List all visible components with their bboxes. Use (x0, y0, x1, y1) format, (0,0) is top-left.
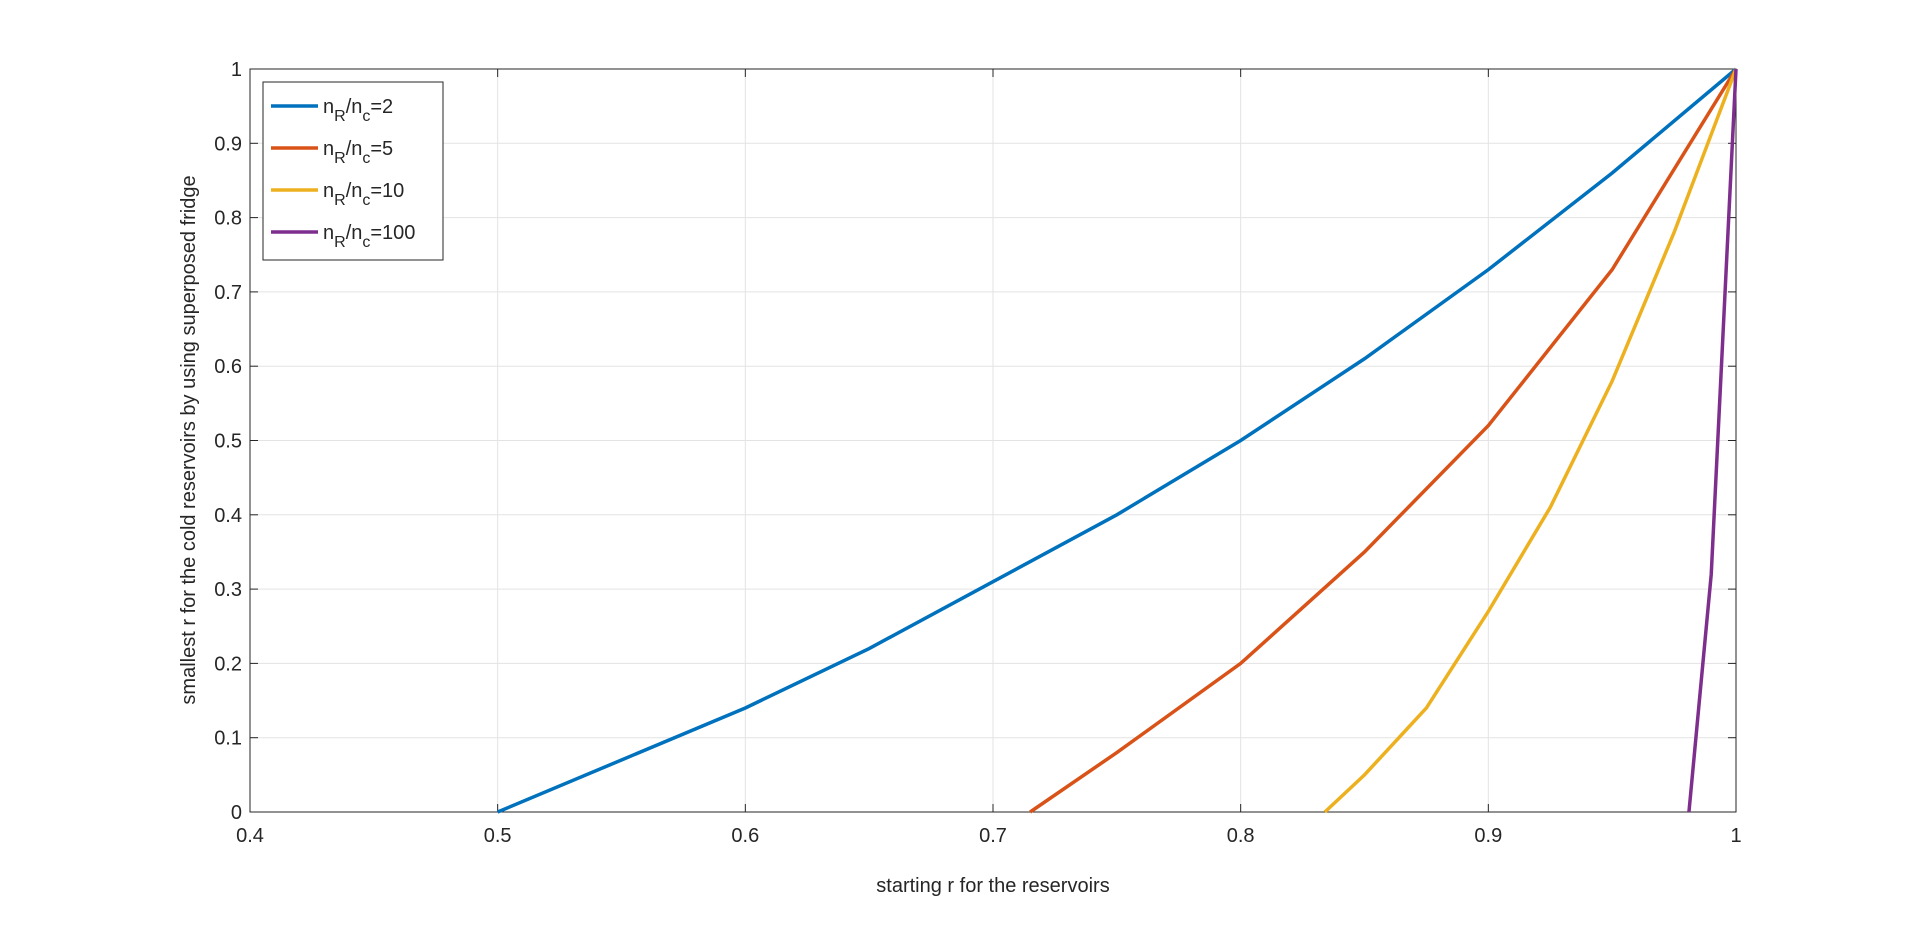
y-tick-label: 0.9 (214, 133, 242, 155)
y-tick-label: 0.7 (214, 282, 242, 304)
legend-label: nR/nc=5 (323, 138, 393, 167)
legend-label: nR/nc=10 (323, 180, 404, 209)
y-axis-label: smallest r for the cold reservoirs by us… (178, 175, 200, 704)
x-tick-label: 0.7 (979, 825, 1007, 847)
legend-label: nR/nc=2 (323, 96, 393, 125)
plot-frame (249, 68, 1737, 813)
line-series (496, 67, 1738, 814)
y-tick-label: 0.1 (214, 728, 242, 750)
x-tick-label: 0.8 (1227, 825, 1255, 847)
y-tick-label: 0.2 (214, 653, 242, 675)
y-tick-label: 0.6 (214, 356, 242, 378)
y-tick-label: 0.8 (214, 208, 242, 230)
line-series (1029, 68, 1738, 814)
x-tick-label: 0.6 (731, 825, 759, 847)
x-tick-label: 0.5 (484, 825, 512, 847)
x-tick-label: 0.9 (1474, 825, 1502, 847)
y-tick-label: 0.3 (214, 579, 242, 601)
x-axis-label: starting r for the reservoirs (876, 875, 1109, 897)
y-tick-label: 0.5 (214, 431, 242, 453)
x-tick-label: 1 (1730, 825, 1741, 847)
legend-label: nR/nc=100 (323, 222, 415, 251)
line-series (1323, 68, 1738, 814)
y-tick-label: 0.4 (214, 505, 242, 527)
line-series (1687, 68, 1738, 813)
y-tick-label: 1 (231, 59, 242, 81)
x-tick-label: 0.4 (236, 825, 264, 847)
y-tick-label: 0 (231, 802, 242, 824)
